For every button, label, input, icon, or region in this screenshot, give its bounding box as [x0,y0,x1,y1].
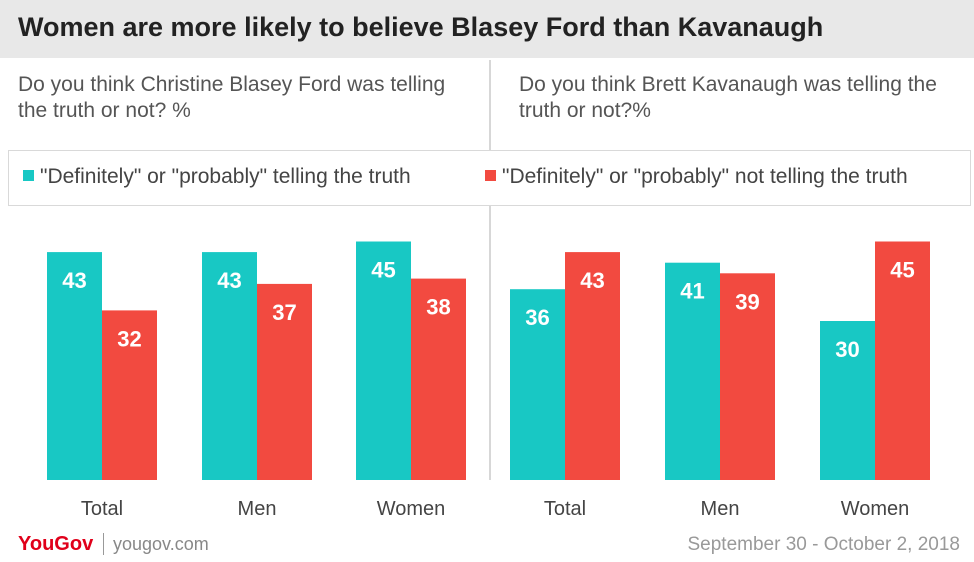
footer-url[interactable]: yougov.com [113,534,209,554]
data-label: 32 [117,326,141,351]
question-left: Do you think Christine Blasey Ford was t… [18,73,446,122]
footer-date: September 30 - October 2, 2018 [687,534,961,555]
bar-kavanaugh-total-truth [510,289,565,480]
category-label: Total [81,498,123,520]
footer-separator [103,533,104,555]
data-label: 45 [890,258,914,283]
data-label: 43 [217,268,241,293]
yougov-logo: YouGov [18,533,94,555]
legend-label-truth: "Definitely" or "probably" telling the t… [40,165,411,188]
category-label: Men [238,498,277,520]
bar-kavanaugh-total-not-truth [565,252,620,480]
title-bar: Women are more likely to believe Blasey … [0,0,974,58]
legend-swatch-not-truth [485,169,496,181]
data-label: 43 [62,268,86,293]
data-label: 39 [735,289,759,314]
data-label: 36 [525,305,549,330]
bar-ford-men-truth [202,252,257,480]
bar-kavanaugh-men-not-truth [720,273,775,480]
category-label: Women [377,498,446,520]
bar-ford-women-truth [356,241,411,480]
bar-ford-total-not-truth [102,310,157,480]
legend-swatch-truth [23,169,34,181]
data-label: 38 [426,295,450,320]
data-label: 37 [272,300,296,325]
bar-ford-men-not-truth [257,283,312,480]
bar-kavanaugh-women-not-truth [875,241,930,480]
bar-kavanaugh-men-truth [665,262,720,480]
chart-title: Women are more likely to believe Blasey … [18,12,824,42]
legend-label-not-truth: "Definitely" or "probably" not telling t… [502,165,908,188]
legend-item-truth: "Definitely" or "probably" telling the t… [23,165,411,189]
data-label: 45 [371,258,395,283]
bar-ford-total-truth [47,252,102,480]
bar-ford-women-not-truth [411,278,466,480]
question-right: Do you think Brett Kavanaugh was telling… [519,73,937,122]
data-label: 43 [580,268,604,293]
category-label: Women [841,498,910,520]
category-label: Men [701,498,740,520]
panel-divider [489,60,491,480]
data-label: 41 [680,279,704,304]
legend-item-not-truth: "Definitely" or "probably" not telling t… [485,165,908,189]
legend: "Definitely" or "probably" telling the t… [8,150,971,206]
data-label: 30 [835,337,859,362]
bar-kavanaugh-women-truth [820,321,875,480]
category-label: Total [544,498,586,520]
